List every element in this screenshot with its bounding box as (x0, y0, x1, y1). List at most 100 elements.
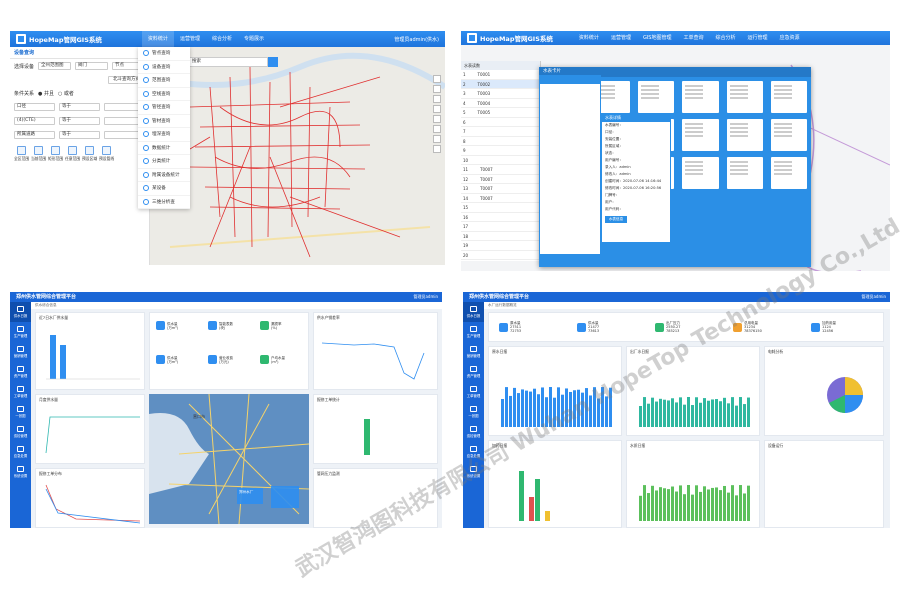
table-row[interactable]: 5 T0005 (461, 108, 540, 118)
menu-item[interactable]: 分类统计 (138, 155, 190, 169)
sidebar-item[interactable]: 系统设置 (10, 462, 31, 482)
table-row[interactable]: 18 (461, 232, 540, 241)
table-row[interactable]: 11 T0007 (461, 165, 540, 175)
operator-select[interactable]: 等于 (59, 131, 100, 139)
info-button[interactable]: 水表信息 (605, 216, 627, 223)
meter-card[interactable] (770, 157, 807, 189)
table-row[interactable]: 19 (461, 241, 540, 251)
table-row[interactable]: 4 T0004 (461, 99, 540, 108)
nav-item[interactable]: 应急资源 (779, 35, 800, 41)
menu-item[interactable]: 埋深查询 (138, 128, 190, 142)
menu-item[interactable]: 三维分析查 (138, 196, 190, 209)
sidebar-item[interactable]: 供水日报 (463, 302, 484, 322)
filter-select[interactable]: 阀门 (75, 62, 108, 70)
filter-select[interactable]: 全州范围图 (38, 62, 71, 70)
table-row[interactable]: 9 (461, 146, 540, 156)
radio-or[interactable]: ○ 或者 (57, 91, 74, 97)
menu-item[interactable]: 范围查询 (138, 74, 190, 88)
tool-button[interactable]: 矩形范围 (48, 146, 63, 162)
search-icon[interactable] (268, 57, 278, 67)
zoom-out-icon[interactable] (433, 85, 441, 93)
print-icon[interactable] (433, 125, 441, 133)
nav-item[interactable]: 综合分析 (211, 36, 232, 42)
table-row[interactable]: 6 (461, 118, 540, 127)
table-row[interactable]: 10 (461, 156, 540, 165)
meter-card[interactable] (682, 119, 719, 151)
sidebar-item[interactable]: 生产管理 (10, 322, 31, 342)
operator-select[interactable]: 等于 (59, 117, 100, 125)
menu-item[interactable]: 管材查询 (138, 115, 190, 128)
nav-item[interactable]: 运行管理 (747, 35, 768, 41)
menu-item[interactable]: 数据统计 (138, 142, 190, 155)
field-select[interactable]: (4)(CTE) (14, 117, 55, 125)
field-select[interactable]: 所属道路 (14, 131, 55, 139)
table-row[interactable]: 2 T0002 (461, 79, 540, 89)
menu-item[interactable]: 设备查询 (138, 61, 190, 74)
menu-item[interactable]: 管点查询 (138, 47, 190, 61)
nav-item[interactable]: 综合分析 (715, 35, 736, 41)
table-row[interactable]: 16 (461, 213, 540, 222)
tool-button[interactable]: 任意范围 (65, 146, 80, 162)
nav-item[interactable]: 资料统计 (141, 31, 174, 47)
user-label[interactable]: 管理员admin (413, 294, 438, 299)
meter-card[interactable] (726, 119, 763, 151)
table-row[interactable]: 3 T0003 (461, 89, 540, 99)
field-select[interactable]: 口径 (14, 103, 55, 111)
locate-icon[interactable] (433, 145, 441, 153)
nav-item[interactable]: GIS地图管理 (642, 35, 672, 41)
sidebar-item[interactable]: 生产管理 (463, 322, 484, 342)
table-row[interactable]: 8 (461, 137, 540, 146)
sidebar-item[interactable]: 工单管理 (10, 382, 31, 402)
sidebar-item[interactable]: 巡检管理 (10, 422, 31, 442)
nav-item[interactable]: 运营管理 (179, 36, 200, 42)
user-menu[interactable]: 管理员admin(供水) (394, 36, 439, 43)
nav-item[interactable]: 运营管理 (610, 35, 631, 41)
table-row[interactable]: 7 (461, 127, 540, 137)
table-row[interactable]: 14 T0007 (461, 194, 540, 203)
measure-icon[interactable] (433, 105, 441, 113)
table-row[interactable]: 13 T0007 (461, 184, 540, 194)
sidebar-item[interactable]: 应急处置 (10, 442, 31, 462)
table-row[interactable]: 15 (461, 203, 540, 213)
user-label[interactable]: 管理员admin (861, 294, 886, 299)
pan-icon[interactable] (433, 95, 441, 103)
menu-item[interactable]: 某设备 (138, 182, 190, 196)
zoom-in-icon[interactable] (433, 75, 441, 83)
sidebar-item[interactable]: 营销管理 (463, 342, 484, 362)
nav-item[interactable]: 资料统计 (578, 35, 599, 41)
sidebar-item[interactable]: 应急处置 (463, 442, 484, 462)
meter-card[interactable] (770, 81, 807, 113)
table-row[interactable]: 20 (461, 251, 540, 260)
sidebar-item[interactable]: 系统设置 (463, 462, 484, 482)
map-search-input[interactable]: 搜索 (188, 57, 268, 67)
menu-item[interactable]: 管径查询 (138, 101, 190, 115)
tool-button[interactable]: 预设管线 (99, 146, 114, 162)
menu-item[interactable]: 空线查询 (138, 88, 190, 101)
menu-item[interactable]: 附属设备统计 (138, 169, 190, 182)
sidebar-item[interactable]: 一张图 (10, 402, 31, 422)
sidebar-item[interactable]: 资产管理 (463, 362, 484, 382)
sidebar-item[interactable]: 工单管理 (463, 382, 484, 402)
tool-button[interactable]: 全区范围 (14, 146, 29, 162)
layer-icon[interactable] (433, 115, 441, 123)
nav-item[interactable]: 专题展示 (243, 36, 264, 42)
meter-card[interactable] (770, 119, 807, 151)
table-row[interactable]: 12 T0007 (461, 175, 540, 184)
tool-button[interactable]: 预设区域 (82, 146, 97, 162)
sidebar-item[interactable]: 营销管理 (10, 342, 31, 362)
operator-select[interactable]: 等于 (59, 103, 100, 111)
table-row[interactable]: 1 T0001 (461, 70, 540, 80)
sidebar-item[interactable]: 巡检管理 (463, 422, 484, 442)
tool-button[interactable]: 当前范围 (31, 146, 46, 162)
pipe-network-map[interactable]: 搜索 (149, 47, 445, 265)
meter-card[interactable] (638, 81, 675, 113)
sidebar-item[interactable]: 一张图 (463, 402, 484, 422)
nav-item[interactable]: 工单查询 (683, 35, 704, 41)
sidebar-item[interactable]: 资产管理 (10, 362, 31, 382)
meter-card[interactable] (726, 157, 763, 189)
sidebar-item[interactable]: 供水日报 (10, 302, 31, 322)
clear-icon[interactable] (433, 135, 441, 143)
district-map[interactable]: 营口市 郑州水厂 (149, 394, 309, 524)
meter-card[interactable] (682, 157, 719, 189)
table-row[interactable]: 17 (461, 222, 540, 232)
